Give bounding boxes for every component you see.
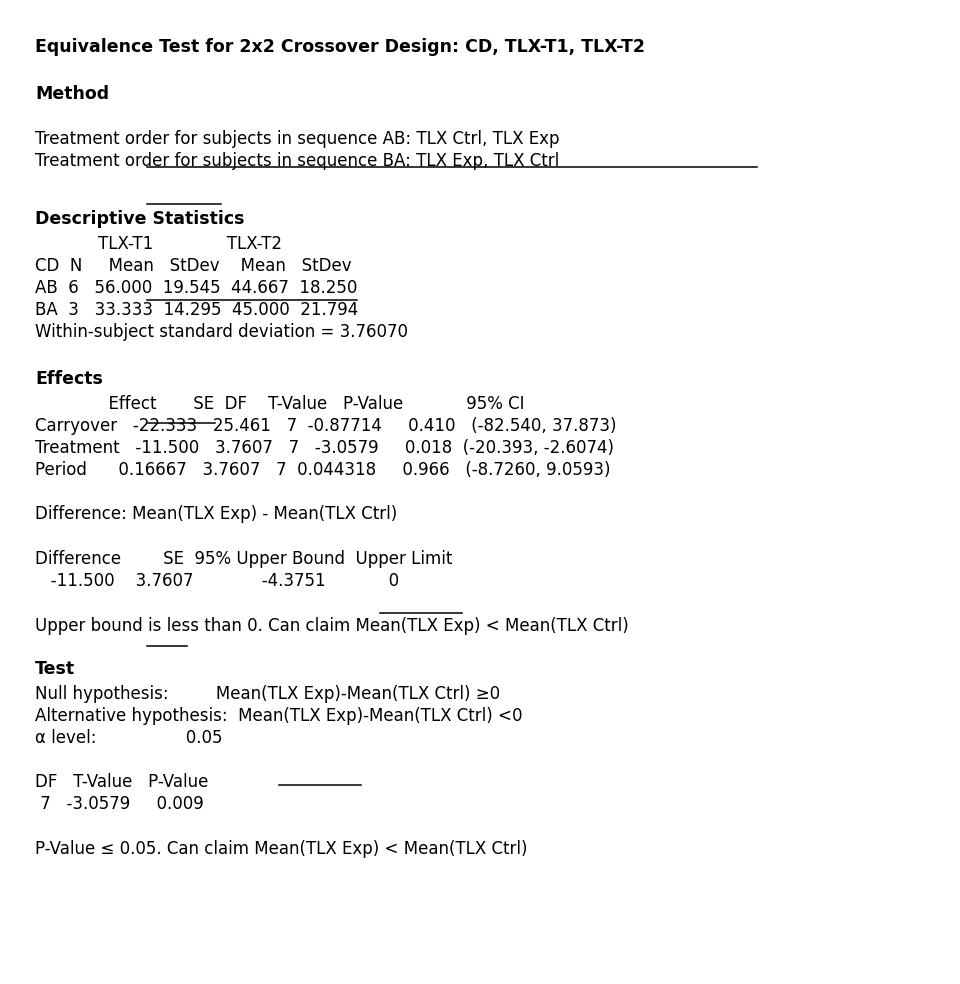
Text: α level:                 0.05: α level: 0.05 [35, 729, 223, 747]
Text: Upper bound is less than 0.: Upper bound is less than 0. [35, 617, 268, 635]
Text: Effect       SE  DF    T-Value   P-Value            95% CI: Effect SE DF T-Value P-Value 95% CI [35, 395, 524, 413]
Text: Alternative hypothesis:  Mean(TLX Exp)-Mean(TLX Ctrl) <0: Alternative hypothesis: Mean(TLX Exp)-Me… [35, 707, 522, 725]
Text: Treatment order for subjects in sequence AB: TLX Ctrl, TLX Exp: Treatment order for subjects in sequence… [35, 130, 560, 148]
Text: P-Value ≤ 0.05.: P-Value ≤ 0.05. [35, 840, 167, 858]
Text: Equivalence Test for 2x2 Crossover Design: CD, TLX-T1, TLX-T2: Equivalence Test for 2x2 Crossover Desig… [35, 38, 645, 56]
Text: Carryover   -22.333   25.461   7  -0.87714     0.410   (-82.540, 37.873): Carryover -22.333 25.461 7 -0.87714 0.41… [35, 417, 616, 435]
Text: Treatment order for subjects in sequence BA: TLX Exp, TLX Ctrl: Treatment order for subjects in sequence… [35, 152, 560, 170]
Text: Upper bound is less than 0. Can claim: Upper bound is less than 0. Can claim [35, 617, 350, 635]
Text: TLX-T1              TLX-T2: TLX-T1 TLX-T2 [35, 235, 282, 253]
Text: Test: Test [35, 660, 75, 678]
Text: Descriptive Statistics: Descriptive Statistics [35, 210, 245, 228]
Text: DF   T-Value   P-Value: DF T-Value P-Value [35, 773, 208, 791]
Text: Period      0.16667   3.7607   7  0.044318     0.966   (-8.7260, 9.0593): Period 0.16667 3.7607 7 0.044318 0.966 (… [35, 461, 611, 479]
Text: Difference        SE  95% Upper Bound  Upper Limit: Difference SE 95% Upper Bound Upper Limi… [35, 550, 452, 568]
Text: AB  6   56.000  19.545  44.667  18.250: AB 6 56.000 19.545 44.667 18.250 [35, 279, 357, 297]
Text: BA  3   33.333  14.295  45.000  21.794: BA 3 33.333 14.295 45.000 21.794 [35, 301, 358, 319]
Text: -11.500    3.7607             -4.3751            0: -11.500 3.7607 -4.3751 0 [35, 572, 399, 590]
Text: Upper bound is less than 0. Can claim Mean(TLX Exp) < Mean(TLX Ctrl): Upper bound is less than 0. Can claim Me… [35, 617, 629, 635]
Text: CD  N     Mean   StDev    Mean   StDev: CD N Mean StDev Mean StDev [35, 257, 351, 275]
Text: Method: Method [35, 85, 109, 103]
Text: 7   -3.0579     0.009: 7 -3.0579 0.009 [35, 795, 204, 813]
Text: Treatment   -11.500   3.7607   7   -3.0579     0.018  (-20.393, -2.6074): Treatment -11.500 3.7607 7 -3.0579 0.018… [35, 439, 614, 457]
Text: Within-subject standard deviation = 3.76070: Within-subject standard deviation = 3.76… [35, 323, 408, 341]
Text: Null hypothesis:         Mean(TLX Exp)-Mean(TLX Ctrl) ≥0: Null hypothesis: Mean(TLX Exp)-Mean(TLX … [35, 685, 500, 703]
Text: P-Value ≤ 0.05. Can claim: P-Value ≤ 0.05. Can claim [35, 840, 249, 858]
Text: Difference: Mean(TLX Exp) - Mean(TLX Ctrl): Difference: Mean(TLX Exp) - Mean(TLX Ctr… [35, 505, 397, 523]
Text: Effects: Effects [35, 370, 103, 388]
Text: P-Value ≤ 0.05. Can claim Mean(TLX Exp) < Mean(TLX Ctrl): P-Value ≤ 0.05. Can claim Mean(TLX Exp) … [35, 840, 527, 858]
